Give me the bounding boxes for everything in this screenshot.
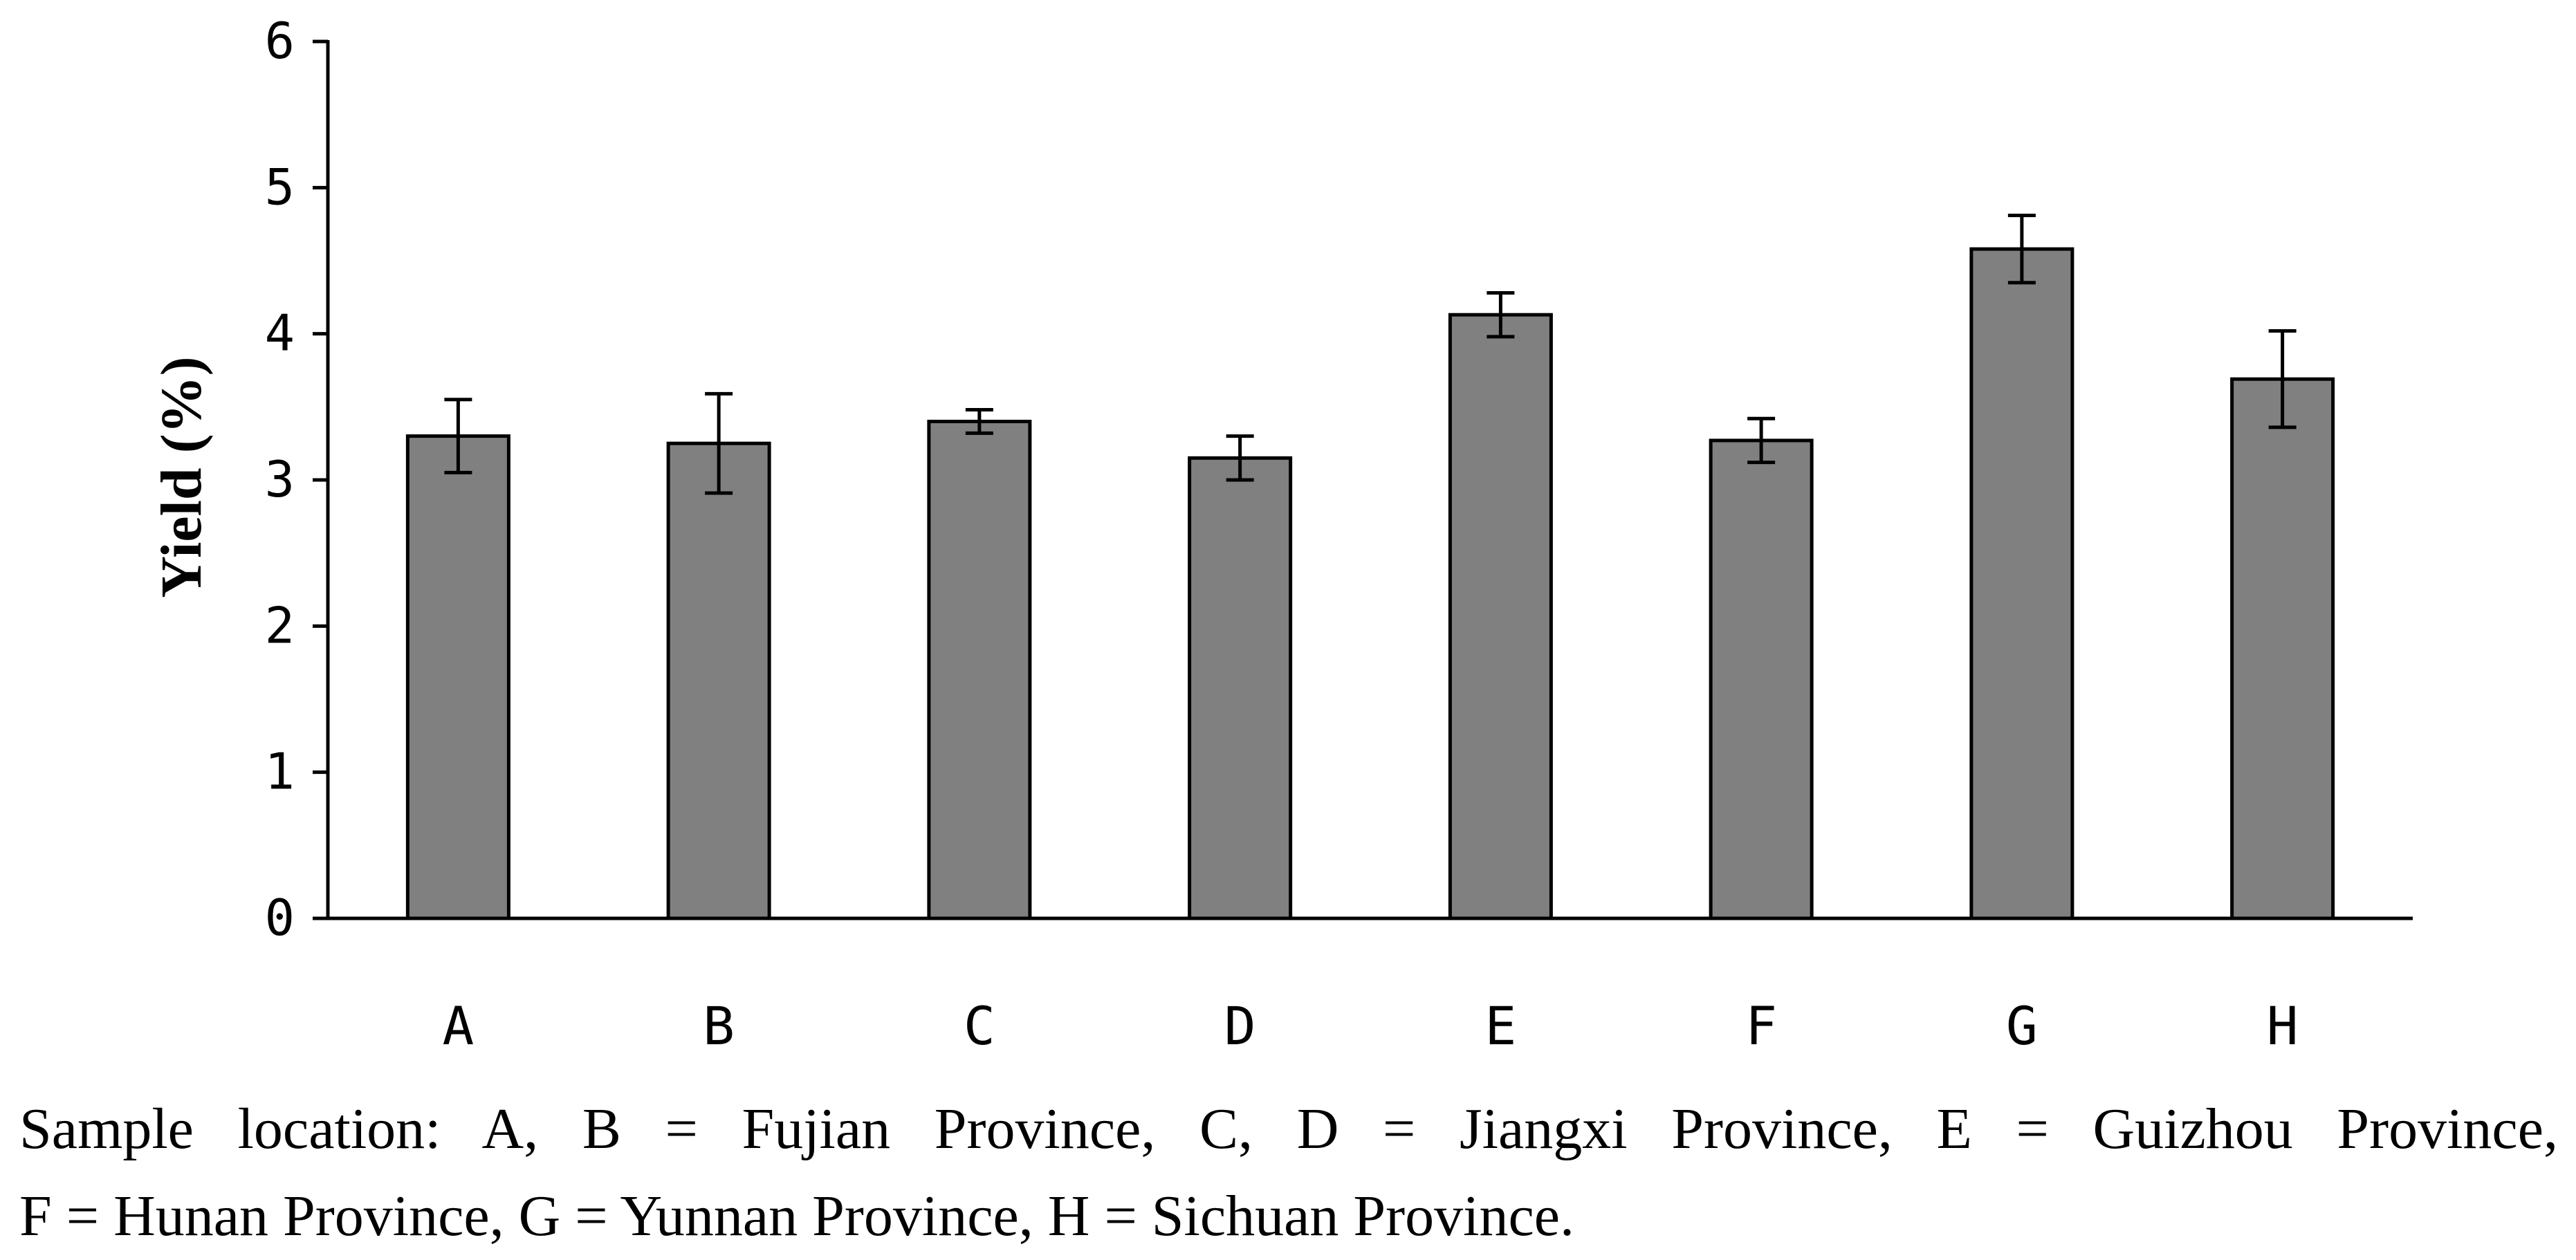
- bar-a: [405, 434, 510, 920]
- y-tick-label-5: 5: [265, 158, 295, 216]
- bar-c: [927, 419, 1032, 920]
- bar-e: [1448, 313, 1553, 920]
- bars-group: [405, 247, 2335, 920]
- x-tick-label-d: D: [1224, 995, 1256, 1057]
- figure-caption: Sample location: A, B = Fujian Province,…: [19, 1086, 2558, 1260]
- x-tick-label-b: B: [703, 995, 735, 1057]
- y-tick-label-3: 3: [265, 450, 295, 508]
- x-tick-label-c: C: [964, 995, 995, 1057]
- bar-h: [2230, 377, 2335, 920]
- bar-d: [1188, 456, 1293, 920]
- axes-group: [326, 40, 2413, 920]
- x-tick-label-f: F: [1745, 995, 1777, 1057]
- y-tick-label-0: 0: [265, 889, 295, 947]
- bar-g: [1969, 247, 2074, 920]
- y-ticks-group: 0 1 2 3 4 5 6: [265, 12, 328, 947]
- chart-svg: 0 1 2 3 4 5 6 A B C D E F G H Yield (%): [149, 12, 2413, 1057]
- caption-line-2: F = Hunan Province, G = Yunnan Province,…: [19, 1184, 1575, 1248]
- bar-f: [1709, 438, 1814, 920]
- caption-line-1: Sample location: A, B = Fujian Province,…: [19, 1097, 2558, 1161]
- y-tick-label-1: 1: [265, 743, 295, 801]
- error-bars-group: [444, 213, 2297, 495]
- y-tick-label-4: 4: [265, 304, 295, 362]
- x-tick-label-a: A: [442, 995, 474, 1057]
- x-labels-group: A B C D E F G H: [442, 995, 2298, 1057]
- x-tick-label-h: H: [2267, 995, 2299, 1057]
- x-tick-label-e: E: [1484, 995, 1516, 1057]
- y-tick-label-2: 2: [265, 596, 295, 654]
- bar-b: [666, 441, 771, 920]
- y-tick-label-6: 6: [265, 12, 295, 70]
- y-axis-label: Yield (%): [149, 356, 214, 597]
- bar-chart: 0 1 2 3 4 5 6 A B C D E F G H Yield (%): [149, 12, 2413, 1057]
- x-tick-label-g: G: [2006, 995, 2038, 1057]
